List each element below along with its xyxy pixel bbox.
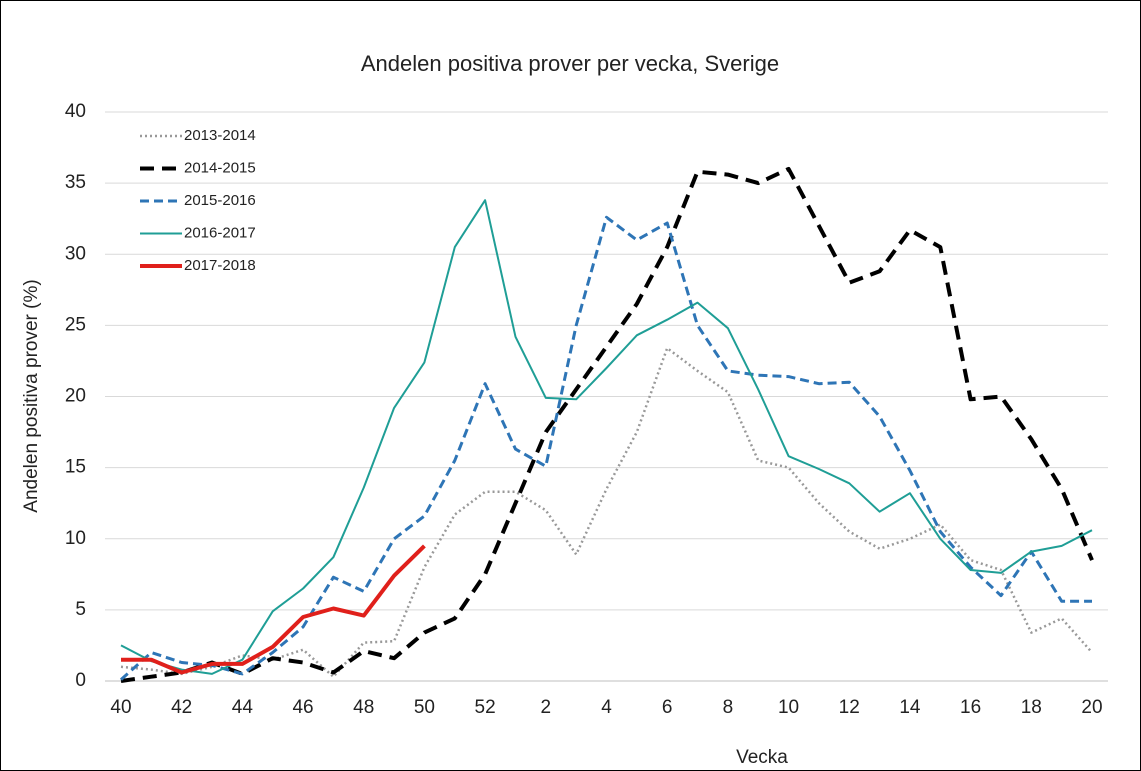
x-tick-label: 18 (1021, 697, 1042, 718)
y-tick-label: 0 (75, 670, 86, 691)
x-tick-label: 52 (475, 697, 496, 718)
x-tick-label: 50 (414, 697, 435, 718)
x-tick-label: 6 (662, 697, 673, 718)
y-axis-label: Andelen positiva prover (%) (21, 279, 42, 512)
x-tick-label: 20 (1081, 697, 1102, 718)
y-tick-label: 20 (65, 386, 86, 407)
x-tick-label: 10 (778, 697, 799, 718)
y-tick-label: 40 (65, 101, 86, 122)
y-tick-label: 5 (75, 599, 86, 620)
x-tick-label: 4 (601, 697, 612, 718)
series-line (120, 346, 1093, 678)
x-tick-label: 42 (171, 697, 192, 718)
y-tick-label: 15 (65, 457, 86, 478)
x-tick-label: 8 (723, 697, 734, 718)
series-line (120, 199, 1093, 675)
x-tick-label: 40 (110, 697, 131, 718)
x-tick-label: 48 (353, 697, 374, 718)
legend-label: 2017-2018 (184, 257, 256, 274)
legend-label: 2014-2015 (184, 159, 256, 176)
y-tick-label: 30 (65, 243, 86, 264)
x-tick-label: 14 (899, 697, 921, 718)
x-tick-label: 16 (960, 697, 981, 718)
series-line (121, 544, 426, 675)
legend-label: 2016-2017 (184, 224, 256, 241)
legend-label: 2015-2016 (184, 192, 256, 209)
y-tick-label: 25 (65, 314, 86, 335)
x-tick-label: 44 (232, 697, 254, 718)
series-line (120, 215, 1092, 681)
y-tick-label: 10 (65, 528, 86, 549)
x-axis-label: Vecka (736, 747, 788, 768)
y-tick-label: 35 (65, 172, 86, 193)
chart-title: Andelen positiva prover per vecka, Sveri… (361, 51, 779, 76)
x-tick-label: 2 (541, 697, 552, 718)
x-tick-label: 12 (839, 697, 860, 718)
legend-label: 2013-2014 (184, 127, 256, 144)
x-tick-label: 46 (292, 697, 313, 718)
